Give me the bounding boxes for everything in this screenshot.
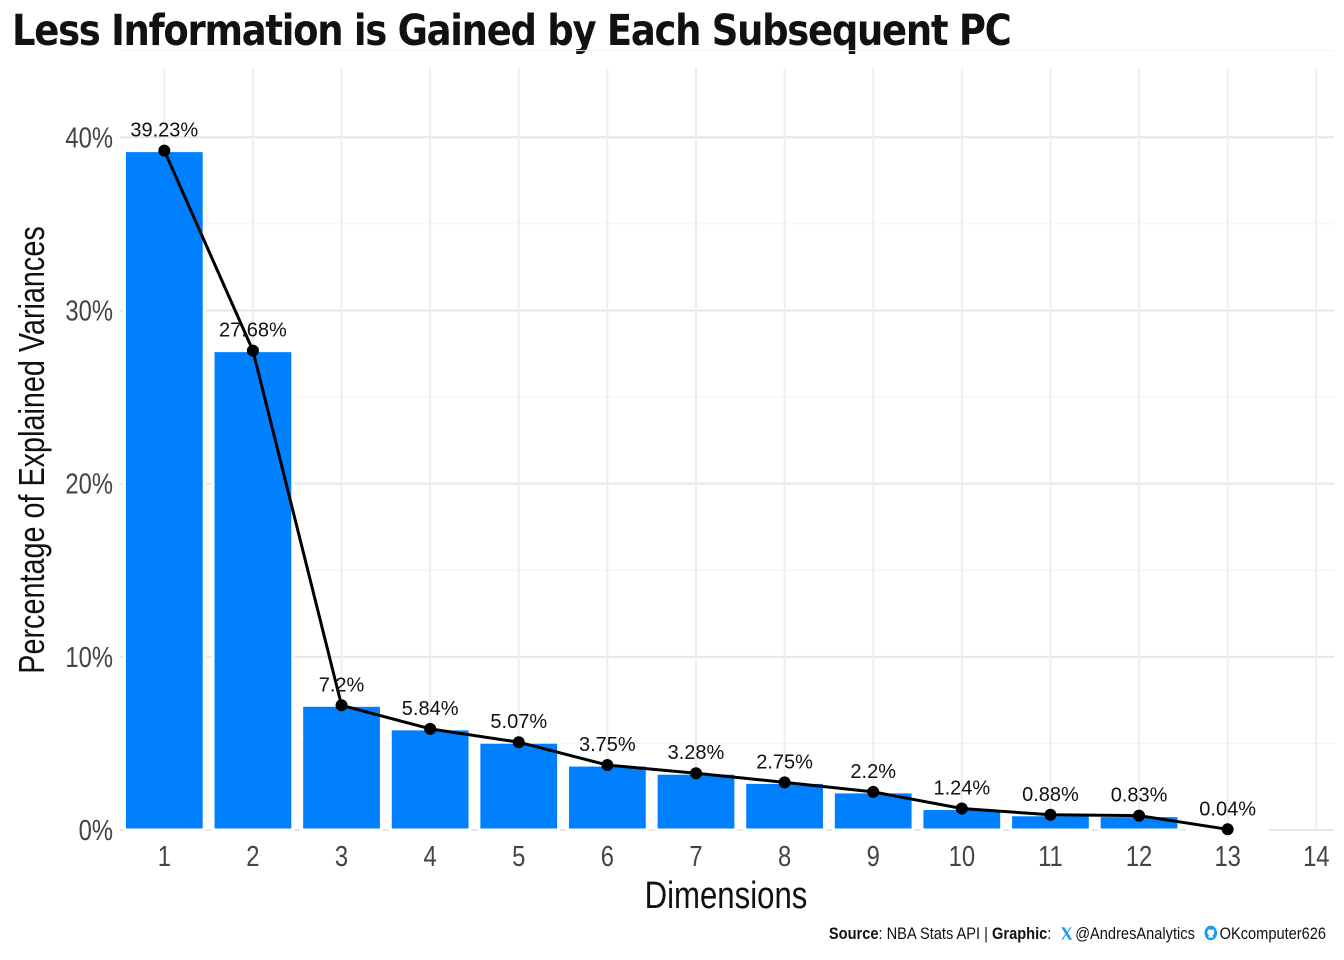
caption-twitter-handle: @AndresAnalytics [1075,924,1195,943]
data-point [335,699,348,712]
x-tick-label: 11 [1038,840,1063,873]
x-tick-label: 8 [778,840,791,873]
data-label: 3.75% [579,734,636,756]
data-point [1044,808,1057,821]
x-tick-label: 1 [158,840,171,873]
bar [211,349,295,832]
x-tick-label: 14 [1303,840,1329,873]
data-label: 5.84% [402,698,459,720]
caption: Source: NBA Stats API | Graphic: @Andres… [829,924,1326,946]
x-tick-label: 9 [867,840,880,873]
x-tick-label: 7 [689,840,702,873]
data-point [778,776,791,789]
bar [565,763,649,832]
data-label: 2.2% [850,761,896,783]
data-labels: 39.23% 27.68% 7.2% 5.84% 5.07% 3.75% 3.28% 2.75… [130,120,1256,821]
caption-graphic-label: Graphic [991,924,1048,943]
x-axis-label: Dimensions [645,875,808,917]
data-point [601,759,614,772]
points [158,144,1234,836]
x-tick-label: 3 [335,840,348,873]
x-axis-ticks: 1 2 3 4 5 6 7 8 9 10 11 12 13 14 [158,840,1330,873]
caption-github-handle: OKcomputer626 [1219,924,1326,943]
data-label: 1.24% [933,778,990,800]
caption-source-label: Source [828,924,879,943]
bar [477,740,561,832]
bar [654,771,738,832]
data-point [689,767,702,780]
data-label: 27.68% [219,320,287,342]
bar [122,149,206,832]
caption-separator: | [984,924,988,943]
chart: 39.23% 27.68% 7.2% 5.84% 5.07% 3.75% 3.28% 2.75… [11,50,1334,917]
x-tick-label: 4 [424,840,437,873]
github-icon [1204,925,1218,946]
caption-source-text: NBA Stats API [886,924,981,943]
data-point [867,785,880,798]
data-point [512,736,525,749]
data-label: 0.88% [1022,784,1079,806]
data-label: 0.83% [1111,785,1168,807]
data-label: 0.04% [1199,798,1256,820]
data-point [246,344,259,357]
y-tick-label: 30% [65,294,113,327]
data-label: 5.07% [490,711,547,733]
y-tick-label: 20% [65,467,113,500]
bars [122,149,1270,832]
chart-title: Less Information is Gained by Each Subse… [12,6,1012,56]
x-tick-label: 5 [512,840,525,873]
bar [300,703,383,832]
data-label: 3.28% [668,742,725,764]
data-label: 2.75% [756,751,813,773]
bar [388,727,472,832]
y-tick-label: 10% [65,641,113,674]
x-logo-icon [1061,926,1074,946]
data-point [955,802,968,815]
data-point [1133,809,1146,822]
x-tick-label: 10 [949,840,975,873]
x-tick-label: 13 [1214,840,1240,873]
data-label: 7.2% [319,674,365,696]
data-point [158,144,171,157]
data-point [1221,823,1234,836]
y-axis-label: Percentage of Explained Variances [11,226,52,673]
y-tick-label: 0% [79,814,113,847]
x-tick-label: 2 [246,840,259,873]
bar [743,780,826,832]
x-tick-label: 12 [1126,840,1152,873]
y-axis-ticks: 0% 10% 20% 30% 40% [65,121,113,847]
data-label: 39.23% [130,120,198,142]
x-tick-label: 6 [601,840,614,873]
y-tick-label: 40% [65,121,113,154]
data-point [424,722,437,735]
